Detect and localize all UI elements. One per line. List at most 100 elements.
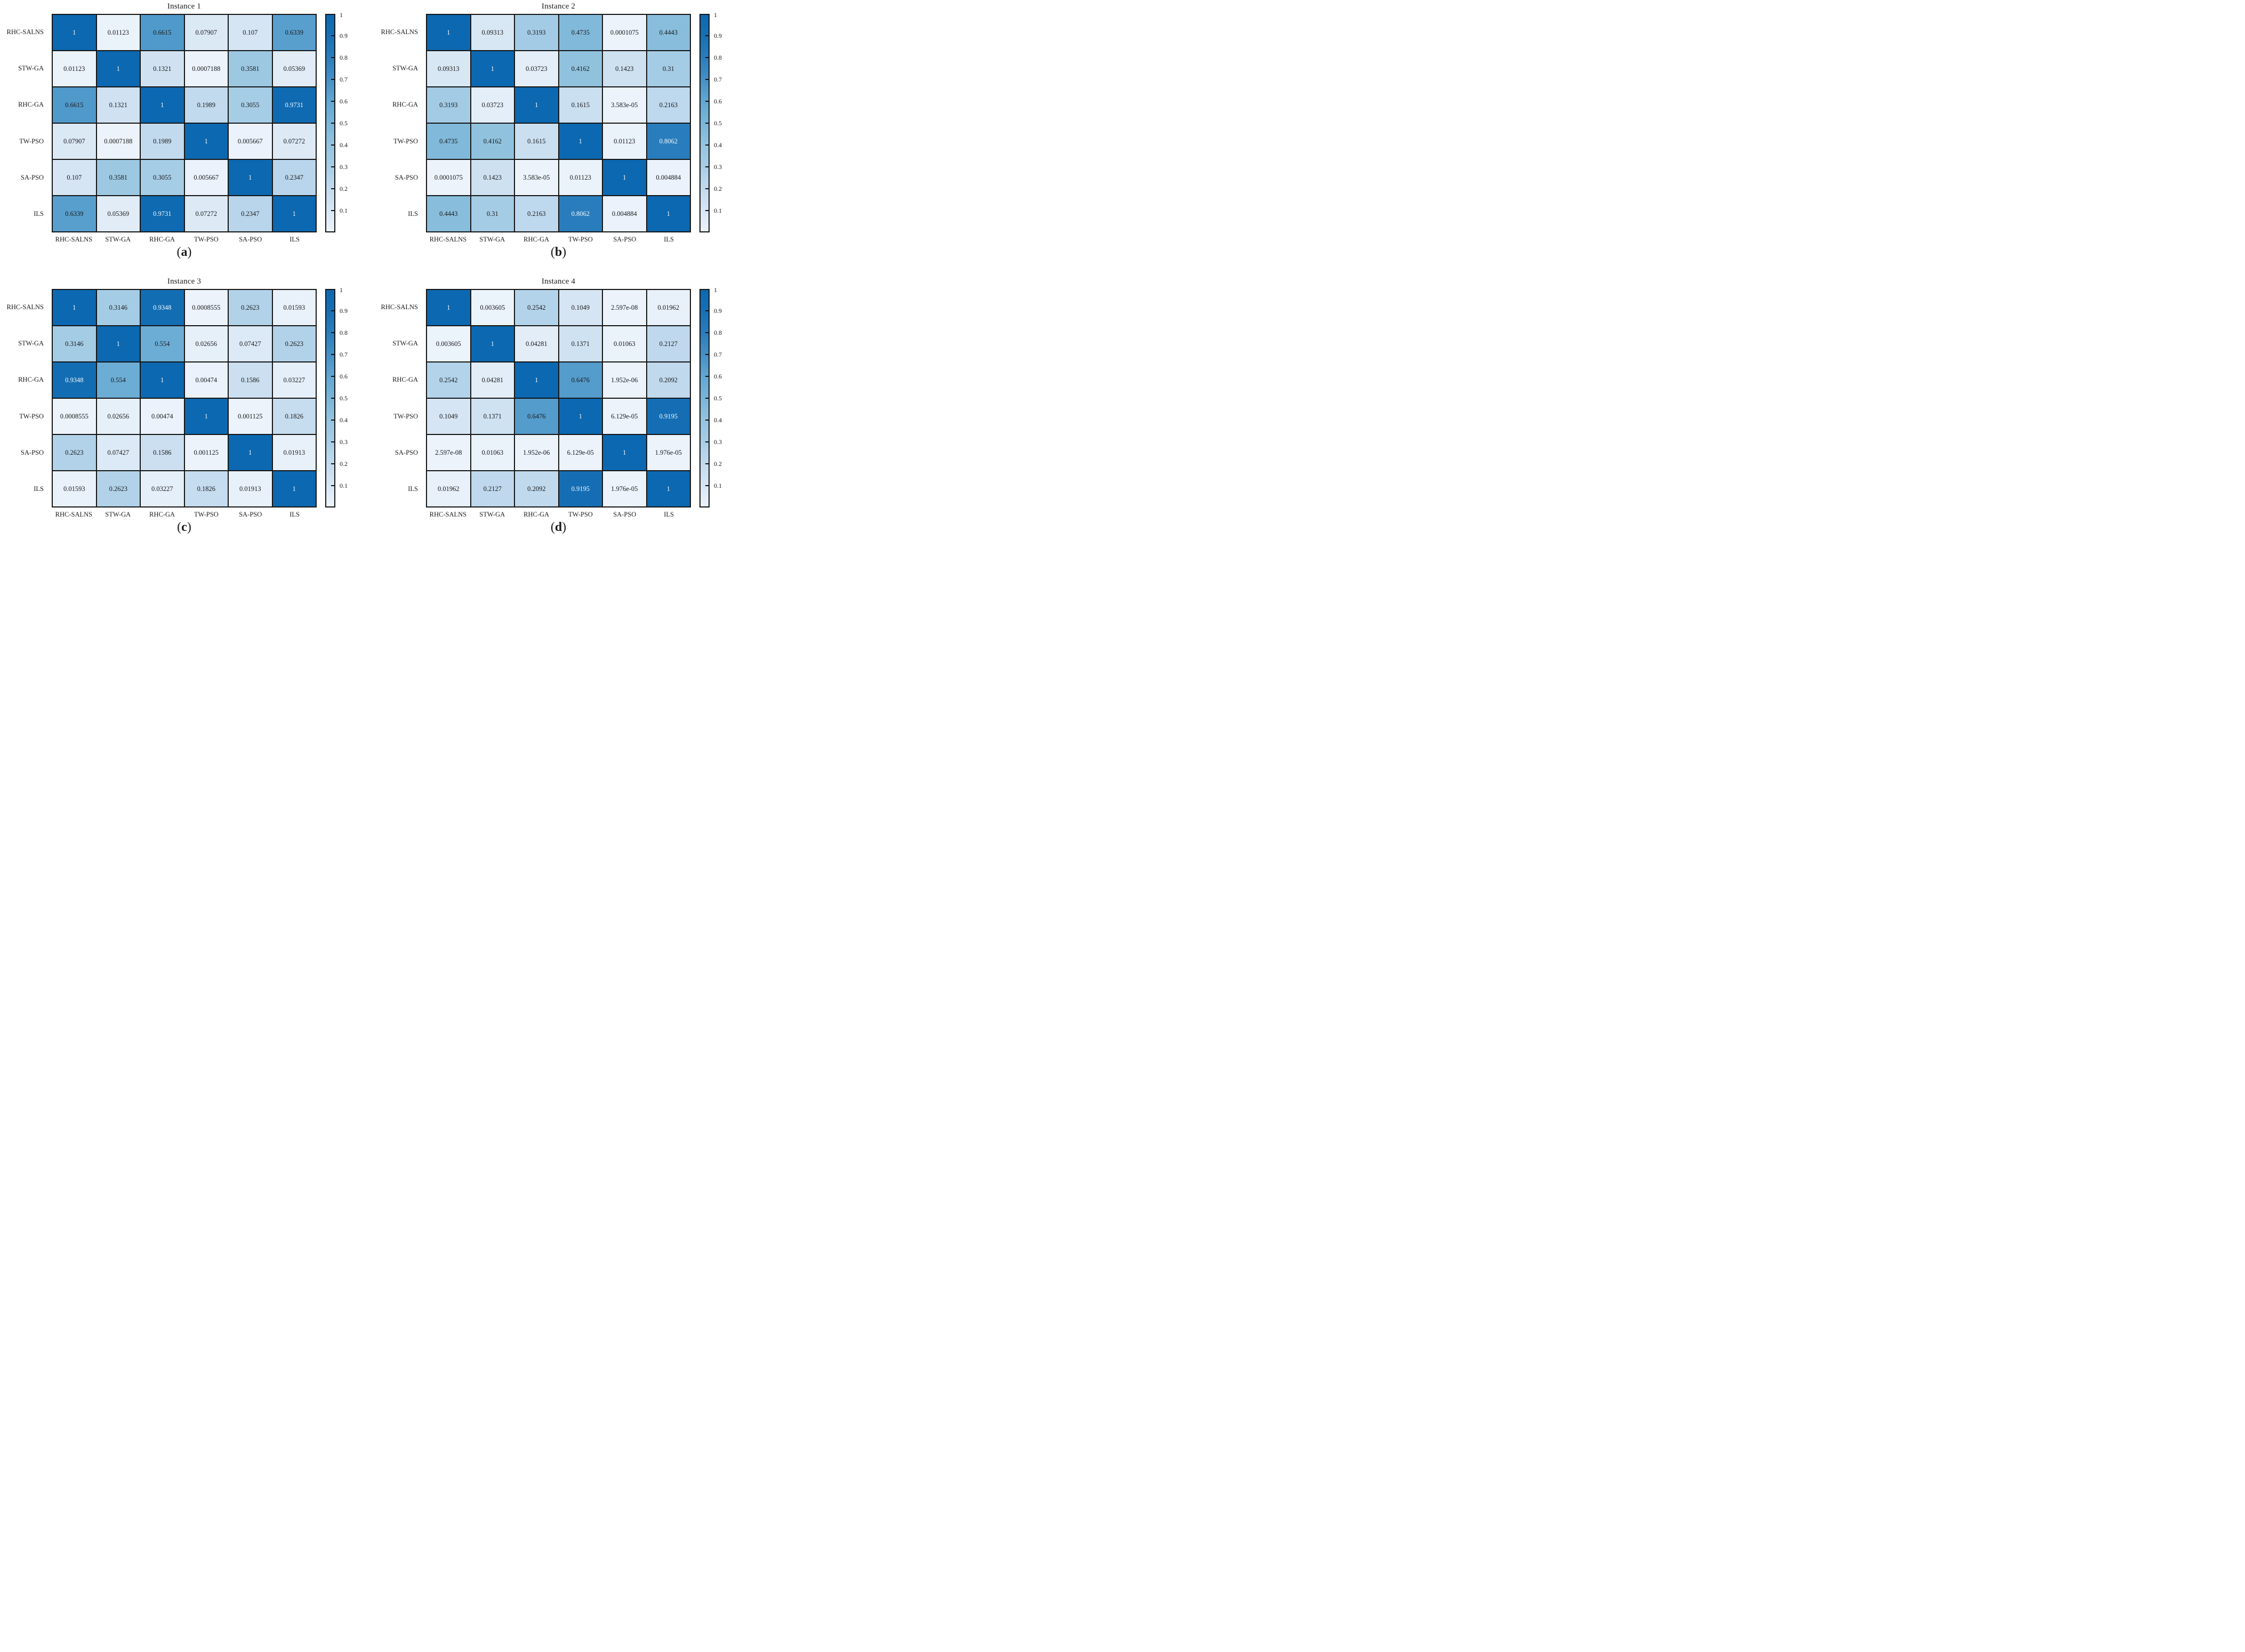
- colorbar-tick: [705, 123, 709, 124]
- x-axis-label: SA-PSO: [239, 511, 262, 518]
- x-axis-label: SA-PSO: [613, 236, 637, 243]
- heatmap-cell: 1: [272, 471, 316, 506]
- heatmap-cell: 1: [53, 290, 96, 325]
- heatmap-cell: 0.3146: [53, 326, 96, 361]
- colorbar-tick-label: 0.7: [714, 351, 722, 358]
- heatmap-panel-instance-1: Instance 1 RHC-SALNS STW-GA RHC-GA TW-PSO SA…: [0, 0, 374, 275]
- heatmap-cell: 0.8062: [647, 124, 690, 159]
- colorbar-gradient: [699, 289, 710, 507]
- x-axis-label: RHC-GA: [149, 511, 175, 518]
- heatmap-cell: 0.554: [141, 326, 184, 361]
- y-axis-label: TW-PSO: [393, 137, 418, 145]
- x-axis-label: ILS: [664, 511, 674, 518]
- colorbar-tick-label: 0.5: [714, 119, 722, 127]
- x-axis-label: TW-PSO: [194, 236, 219, 243]
- heatmap-cell: 0.00474: [141, 399, 184, 434]
- heatmap-cell: 1: [427, 15, 470, 50]
- heatmap-cell: 0.0007188: [96, 124, 140, 159]
- caption-letter: d: [554, 520, 562, 534]
- heatmap-cell: 1: [96, 51, 140, 86]
- heatmap-cell: 0.1423: [603, 51, 646, 86]
- heatmap-cell: 0.1423: [471, 160, 514, 195]
- heatmap-cell: 0.07427: [229, 326, 272, 361]
- heatmap-cell: 0.07907: [184, 15, 228, 50]
- heatmap-cell: 1: [515, 362, 558, 398]
- colorbar-tick-label: 0.8: [714, 54, 722, 61]
- colorbar-gradient: [325, 14, 335, 232]
- x-axis-label: TW-PSO: [568, 511, 593, 518]
- heatmap-cell: 0.005667: [229, 124, 272, 159]
- colorbar-tick: [331, 332, 334, 333]
- x-axis-labels: RHC-SALNS STW-GA RHC-GA TW-PSO SA-PSO ILS: [52, 236, 317, 244]
- heatmap-cell: 6.129e-05: [603, 399, 646, 434]
- colorbar-tick-label: 1: [340, 286, 343, 294]
- heatmap-cell: 0.2623: [53, 435, 96, 470]
- panel-title: Instance 3: [167, 277, 202, 286]
- y-axis-label: SA-PSO: [395, 173, 418, 181]
- heatmap-cell: 0.1586: [141, 435, 184, 470]
- heatmap-cell: 0.1826: [272, 399, 316, 434]
- heatmap-grid: 1 0.003605 0.2542 0.1049 2.597e-08 0.01962 0.0…: [426, 289, 691, 507]
- colorbar-tick-label: 0.2: [714, 185, 722, 192]
- colorbar-tick-label: 0.5: [340, 394, 348, 402]
- heatmap-cell: 1: [471, 51, 514, 86]
- heatmap-cell: 0.3581: [229, 51, 272, 86]
- y-axis-label: TW-PSO: [19, 137, 44, 145]
- heatmap-cell: 0.01123: [559, 160, 602, 195]
- heatmap-cell: 1: [427, 290, 470, 325]
- heatmap-cell: 0.07272: [184, 196, 228, 231]
- heatmap-grid: 1 0.01123 0.6615 0.07907 0.107 0.6339 0.01123 1…: [52, 14, 317, 232]
- heatmap-cell: 0.2542: [427, 362, 470, 398]
- colorbar-tick-label: 0.1: [714, 482, 722, 489]
- heatmap-cell: 1: [559, 399, 602, 434]
- colorbar-tick: [331, 398, 334, 399]
- y-axis-label: ILS: [34, 210, 44, 218]
- x-axis-label: STW-GA: [479, 236, 505, 243]
- colorbar-tick: [705, 463, 709, 464]
- heatmap-cell: 0.04281: [471, 362, 514, 398]
- heatmap-cell: 1: [229, 435, 272, 470]
- heatmap-cell: 0.4735: [559, 15, 602, 50]
- colorbar-tick-label: 0.7: [714, 76, 722, 83]
- y-axis-labels: RHC-SALNS STW-GA RHC-GA TW-PSO SA-PSO ILS: [374, 14, 422, 232]
- panel-title: Instance 2: [541, 2, 576, 11]
- heatmap-cell: 0.0008555: [53, 399, 96, 434]
- x-axis-label: STW-GA: [479, 511, 505, 518]
- y-axis-labels: RHC-SALNS STW-GA RHC-GA TW-PSO SA-PSO ILS: [0, 14, 48, 232]
- colorbar-tick-label: 0.8: [714, 329, 722, 336]
- heatmap-cell: 0.2623: [272, 326, 316, 361]
- heatmap-cell: 0.3146: [96, 290, 140, 325]
- heatmap-cell: 0.0001075: [427, 160, 470, 195]
- colorbar-tick: [331, 210, 334, 211]
- colorbar-tick-label: 1: [714, 11, 717, 19]
- caption-letter: c: [181, 520, 187, 534]
- colorbar-tick-label: 0.2: [714, 460, 722, 468]
- x-axis-label: ILS: [289, 236, 300, 243]
- heatmap-cell: 0.004884: [603, 196, 646, 231]
- heatmap-cell: 1: [471, 326, 514, 361]
- heatmap-cell: 0.0008555: [184, 290, 228, 325]
- heatmap-cell: 0.01593: [53, 471, 96, 506]
- heatmap-cell: 0.003605: [427, 326, 470, 361]
- heatmap-cell: 0.1321: [96, 87, 140, 123]
- colorbar-tick-label: 1: [340, 11, 343, 19]
- heatmap-cell: 0.554: [96, 362, 140, 398]
- colorbar-tick-label: 0.4: [340, 141, 348, 149]
- colorbar-tick: [331, 463, 334, 464]
- colorbar-tick: [705, 79, 709, 80]
- heatmap-cell: 0.02656: [184, 326, 228, 361]
- heatmap-cell: 0.1586: [229, 362, 272, 398]
- colorbar-tick-label: 0.2: [340, 185, 348, 192]
- heatmap-cell: 0.2623: [96, 471, 140, 506]
- heatmap-cell: 0.2092: [515, 471, 558, 506]
- colorbar-tick: [331, 420, 334, 421]
- colorbar-tick: [705, 101, 709, 102]
- colorbar-tick: [705, 485, 709, 486]
- x-axis-label: RHC-SALNS: [55, 511, 93, 518]
- x-axis-labels: RHC-SALNS STW-GA RHC-GA TW-PSO SA-PSO ILS: [52, 511, 317, 519]
- heatmap-cell: 0.9731: [141, 196, 184, 231]
- x-axis-label: RHC-GA: [524, 236, 550, 243]
- y-axis-label: STW-GA: [18, 64, 44, 72]
- heatmap-cell: 0.07272: [272, 124, 316, 159]
- y-axis-label: TW-PSO: [393, 412, 418, 420]
